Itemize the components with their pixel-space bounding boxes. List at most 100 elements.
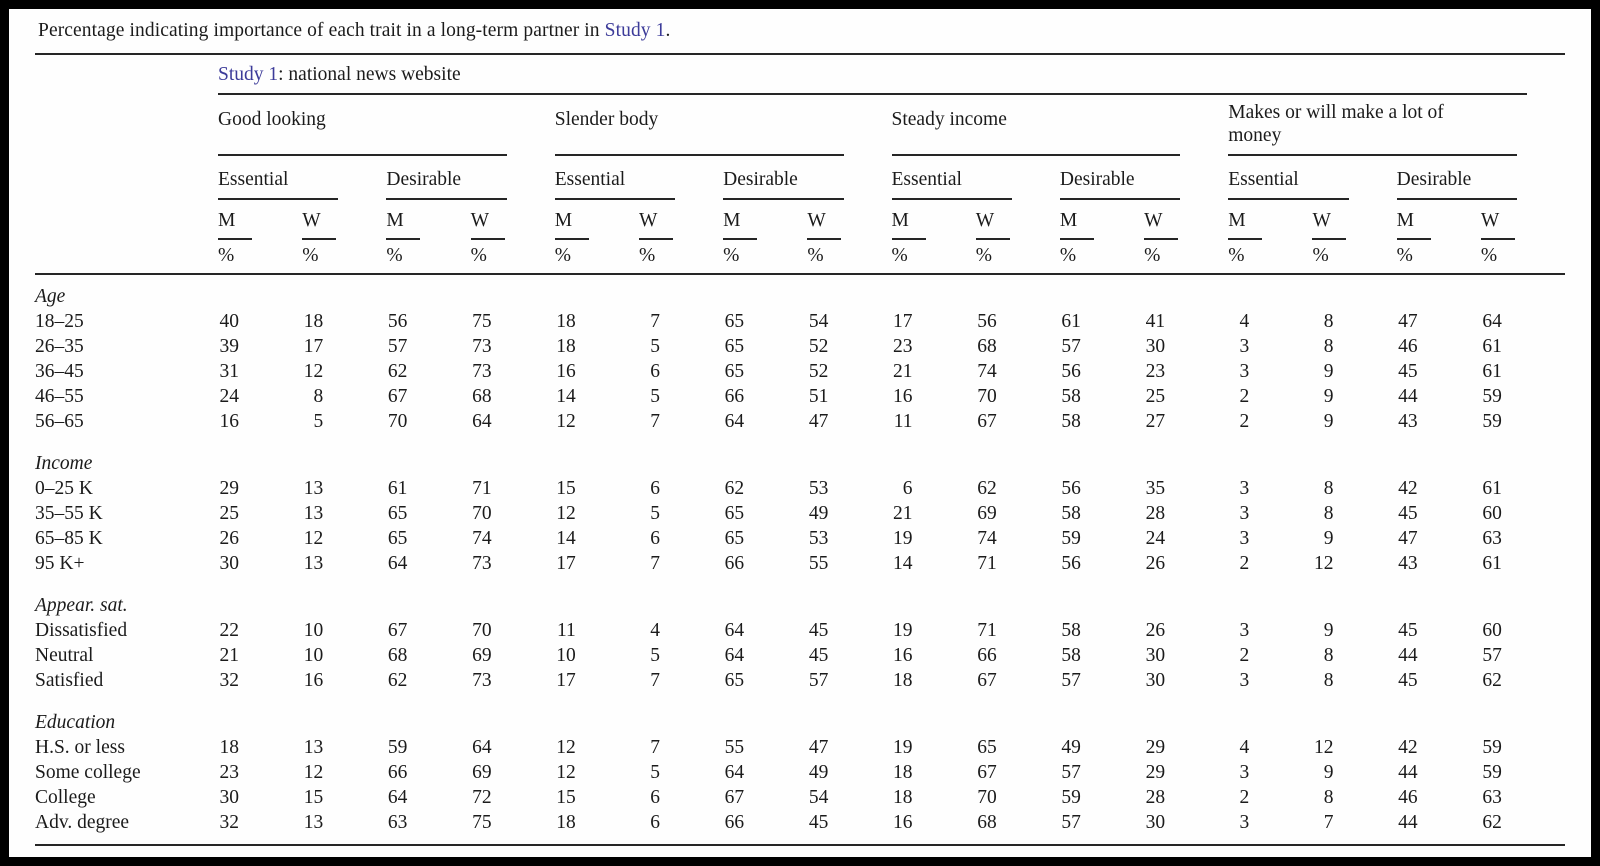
- cell-value: 60: [1482, 620, 1502, 641]
- section-label: Age: [35, 286, 66, 307]
- gender-header-rule: [386, 238, 421, 240]
- subgroup-header: Desirable: [1059, 156, 1228, 200]
- cell-value: 18: [556, 311, 576, 332]
- cell-value: 42: [1398, 478, 1418, 499]
- section-label: Education: [35, 712, 116, 733]
- cell-value: 3: [1239, 478, 1250, 499]
- cell-value: 66: [724, 812, 745, 833]
- row-label: Adv. degree: [35, 812, 130, 833]
- cell-value: 6: [902, 478, 913, 499]
- cell-value: 58: [1061, 386, 1081, 407]
- cell-value: 9: [1323, 361, 1334, 382]
- cell-value: 65: [724, 503, 745, 524]
- cell-value: 16: [219, 411, 240, 432]
- cell-value: 52: [808, 361, 829, 382]
- cell-value: 64: [724, 645, 745, 666]
- corner-cell: [35, 200, 218, 240]
- cell-value: 8: [1323, 503, 1334, 524]
- cell-value: 62: [977, 478, 997, 499]
- cell-value: 57: [1482, 645, 1502, 666]
- subgroup-header: Desirable: [1396, 156, 1565, 200]
- table-row: 26–35 39 17 57 73 18 5 65 52 23 68 57 30 3 8 46 61: [35, 334, 1565, 359]
- cell-value: 45: [808, 812, 829, 833]
- cell-value: 8: [1323, 336, 1334, 357]
- cell-value: 56: [1061, 361, 1081, 382]
- study1-link[interactable]: Study 1: [218, 64, 279, 85]
- cell-value: 29: [1145, 737, 1166, 758]
- cell-value: 51: [808, 386, 829, 407]
- cell-value: 2: [1239, 645, 1250, 666]
- gender-header-rule: [1480, 238, 1515, 240]
- row-label: 36–45: [35, 361, 84, 382]
- cell-value: 66: [977, 645, 997, 666]
- cell-value: 45: [808, 620, 829, 641]
- cell-value: 11: [556, 620, 576, 641]
- cell-value: 18: [893, 762, 913, 783]
- cell-value: 15: [556, 787, 576, 808]
- cell-value: 6: [650, 361, 660, 382]
- cell-value: 21: [893, 503, 913, 524]
- unit-header: %: [1396, 240, 1481, 275]
- table-row: 36–45 31 12 62 73 16 6 65 52 21 74 56 23 3 9 45 61: [35, 359, 1565, 384]
- cell-value: 9: [1323, 620, 1334, 641]
- cell-value: 19: [893, 528, 913, 549]
- cell-value: 65: [724, 311, 745, 332]
- study1-caption-link[interactable]: Study 1: [604, 20, 666, 41]
- cell-value: 18: [893, 670, 913, 691]
- cell-value: 6: [650, 812, 660, 833]
- cell-value: 69: [977, 503, 997, 524]
- cell-value: 59: [1482, 762, 1502, 783]
- row-label: 18–25: [35, 311, 84, 332]
- unit-header: %: [723, 240, 808, 275]
- cell-value: 67: [977, 411, 997, 432]
- cell-value: 70: [472, 503, 492, 524]
- cell-value: 65: [724, 361, 745, 382]
- cell-value: 73: [472, 336, 492, 357]
- cell-value: 44: [1398, 812, 1418, 833]
- cell-value: 25: [1145, 386, 1166, 407]
- cell-value: 66: [724, 386, 745, 407]
- section-row: Age: [35, 274, 1565, 309]
- gender-header: M: [1059, 200, 1144, 240]
- cell-value: 54: [808, 311, 829, 332]
- cell-value: 46: [1398, 787, 1418, 808]
- cell-value: 9: [1323, 762, 1334, 783]
- gender-header-rule: [723, 238, 758, 240]
- cell-value: 62: [387, 361, 408, 382]
- cell-value: 61: [1482, 361, 1502, 382]
- cell-value: 74: [472, 528, 492, 549]
- cell-value: 59: [1482, 737, 1502, 758]
- gender-header-rule: [638, 238, 673, 240]
- table-row: 18–25 40 18 56 75 18 7 65 54 17 56 61 41 4 8 47 64: [35, 309, 1565, 334]
- table-row: College 30 15 64 72 15 6 67 54 18 70 59 28 2 8 46 63: [35, 785, 1565, 810]
- gender-header: W: [1144, 200, 1228, 240]
- cell-value: 24: [1145, 528, 1166, 549]
- section-label: Income: [35, 453, 93, 474]
- subgroup-row: Essential Desirable Essential Desirable Esse…: [35, 156, 1565, 200]
- cell-value: 10: [303, 645, 324, 666]
- cell-value: 23: [1145, 361, 1166, 382]
- cell-value: 6: [650, 478, 660, 499]
- subgroup-header: Essential: [1228, 156, 1396, 200]
- cell-value: 15: [303, 787, 324, 808]
- table-row: Neutral 21 10 68 69 10 5 64 45 16 66 58 30 2 8 44 57: [35, 643, 1565, 668]
- cell-value: 64: [724, 762, 745, 783]
- cell-value: 44: [1398, 386, 1418, 407]
- gender-header: M: [554, 200, 639, 240]
- cell-value: 32: [219, 812, 240, 833]
- gender-header-rule: [302, 238, 337, 240]
- cell-value: 43: [1398, 411, 1418, 432]
- cell-value: 65: [977, 737, 997, 758]
- cell-value: 19: [893, 737, 913, 758]
- cell-value: 12: [303, 361, 324, 382]
- cell-value: 40: [219, 311, 240, 332]
- cell-value: 70: [387, 411, 408, 432]
- row-label: 0–25 K: [35, 478, 93, 499]
- unit-header: %: [470, 240, 555, 275]
- cell-value: 12: [303, 528, 324, 549]
- cell-value: 62: [1482, 812, 1502, 833]
- cell-value: 18: [556, 336, 576, 357]
- gender-header: M: [891, 200, 976, 240]
- study-header-cell: Study 1: national news website: [218, 55, 1565, 95]
